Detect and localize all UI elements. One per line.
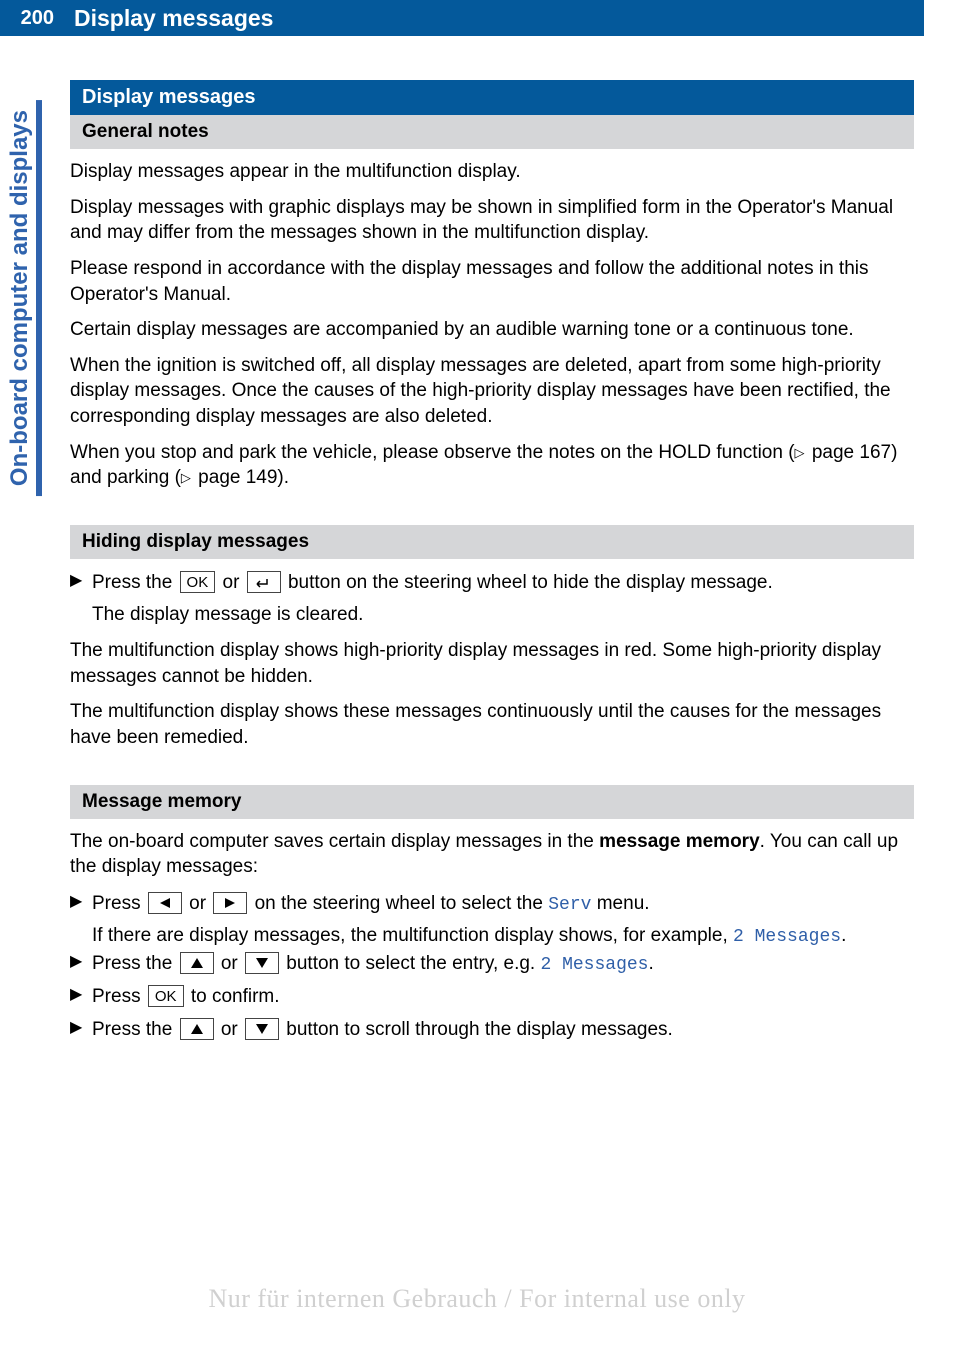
step-marker-icon: ▶ [70,890,92,914]
left-key-icon [148,892,182,914]
step-body: Press the or button to select the entry,… [92,950,914,979]
step-sub: If there are display messages, the multi… [92,923,914,950]
step-body: Press the or button to scroll through th… [92,1016,914,1045]
step-list: ▶ Press or on the steering wheel to sele… [70,890,914,1044]
text: Press the [92,953,178,974]
menu-reference: Serv [548,895,591,915]
text: to confirm. [186,986,280,1007]
text: If there are display messages, the multi… [92,925,733,946]
step-marker-icon: ▶ [70,569,92,593]
text: or [217,572,244,593]
step-marker-icon: ▶ [70,1016,92,1040]
page-header: 200 Display messages [0,0,954,36]
menu-reference: 2 Messages [540,955,648,975]
main-content: Display messages General notes Display m… [45,80,954,1048]
step: ▶ Press the OK or button on the steering… [70,569,914,598]
step-marker-icon: ▶ [70,950,92,974]
text: button to scroll through the display mes… [281,1019,673,1040]
ok-key-icon: OK [180,571,216,593]
step-body: Press or on the steering wheel to select… [92,890,914,919]
subsection-hiding: Hiding display messages [70,525,914,559]
step: ▶ Press the or button to scroll through … [70,1016,914,1045]
step: ▶ Press the or button to select the entr… [70,950,914,979]
back-key-icon [247,571,281,593]
text-strong: message memory [599,831,760,852]
text: Press [92,893,146,914]
text: button on the steering wheel to hide the… [283,572,773,593]
step-body: Press OK to confirm. [92,983,914,1012]
right-key-icon [213,892,247,914]
paragraph: Display messages appear in the multifunc… [70,159,914,185]
text: page 149). [193,467,289,488]
paragraph: The on-board computer saves certain disp… [70,829,914,880]
watermark: Nur für internen Gebrauch / For internal… [0,1284,954,1314]
crossref-icon: ▷ [181,470,191,485]
paragraph: The multifunction display shows these me… [70,699,914,750]
text: button to select the entry, e.g. [281,953,540,974]
text: The on-board computer saves certain disp… [70,831,599,852]
up-key-icon [180,1018,214,1040]
down-key-icon [245,952,279,974]
up-key-icon [180,952,214,974]
page-number: 200 [0,0,62,36]
crossref-icon: ▷ [795,445,805,460]
paragraph: Display messages with graphic displays m… [70,195,914,246]
text: . [841,925,846,946]
text: menu. [591,893,649,914]
paragraph: Please respond in accordance with the di… [70,256,914,307]
side-tab: On-board computer and displays [0,80,45,1048]
paragraph: Certain display messages are accompanied… [70,317,914,343]
text: Press the [92,572,178,593]
step: ▶ Press OK to confirm. [70,983,914,1012]
text: or [216,953,243,974]
step-list: ▶ Press the OK or button on the steering… [70,569,914,628]
paragraph: The multifunction display shows high-pri… [70,638,914,689]
text: or [184,893,211,914]
subsection-general-notes: General notes [70,115,914,149]
step-marker-icon: ▶ [70,983,92,1007]
step: ▶ Press or on the steering wheel to sele… [70,890,914,919]
down-key-icon [245,1018,279,1040]
page-title: Display messages [62,0,924,36]
text: . [649,953,654,974]
subsection-memory: Message memory [70,785,914,819]
text: Press [92,986,146,1007]
step-sub: The display message is cleared. [92,602,914,629]
step-body: Press the OK or button on the steering w… [92,569,914,598]
text: When you stop and park the vehicle, plea… [70,442,795,463]
ok-key-icon: OK [148,985,184,1007]
text: Press the [92,1019,178,1040]
side-tab-label: On-board computer and displays [4,100,42,496]
section-heading: Display messages [70,80,914,115]
text: or [216,1019,243,1040]
paragraph: When you stop and park the vehicle, plea… [70,440,914,491]
menu-reference: 2 Messages [733,927,841,947]
paragraph: When the ignition is switched off, all d… [70,353,914,430]
text: on the steering wheel to select the [249,893,548,914]
content-wrap: On-board computer and displays Display m… [0,80,954,1048]
